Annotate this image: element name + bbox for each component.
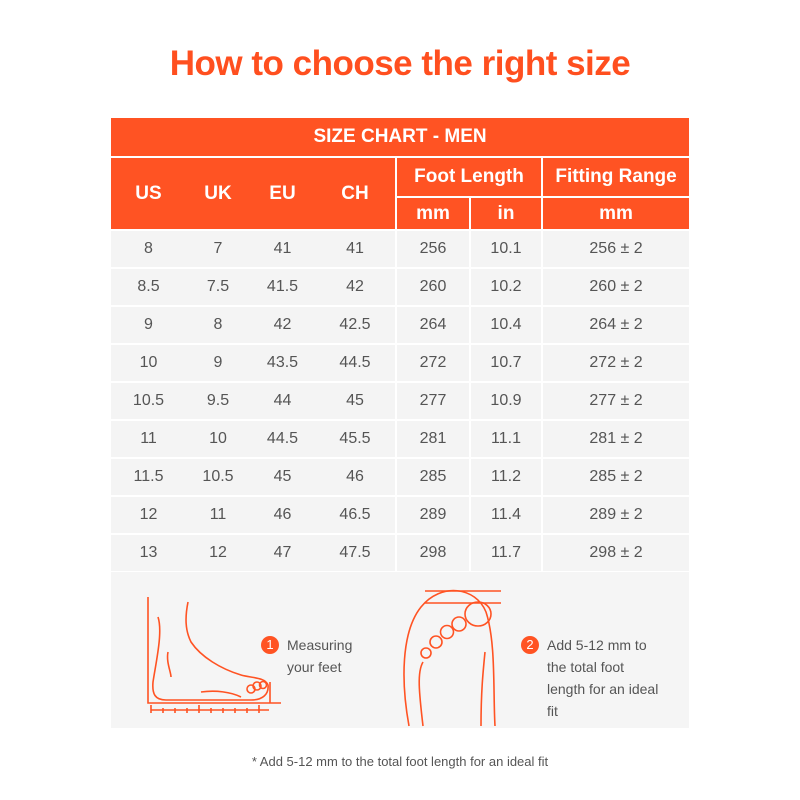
cell-uk: 9.5 — [186, 382, 250, 421]
cell-foot-mm: 260 — [395, 268, 470, 307]
cell-us: 11.5 — [111, 458, 186, 497]
header-eu: EU — [250, 156, 315, 231]
cell-eu: 46 — [250, 496, 315, 535]
foot-side-ruler-icon — [147, 597, 281, 713]
cell-foot-in: 11.1 — [469, 420, 542, 459]
cell-ch: 41 — [315, 230, 396, 269]
header-us: US — [111, 156, 186, 231]
table-row: 11 10 44.5 45.5 281 11.1 281 ± 2 — [111, 420, 690, 459]
cell-ch: 45.5 — [315, 420, 396, 459]
cell-fitting-range: 264 ± 2 — [540, 306, 690, 345]
cell-us: 10.5 — [111, 382, 186, 421]
table-row: 11.5 10.5 45 46 285 11.2 285 ± 2 — [111, 458, 690, 497]
table-caption: SIZE CHART - MEN — [111, 118, 690, 158]
cell-foot-mm: 256 — [395, 230, 470, 269]
cell-uk: 10.5 — [186, 458, 250, 497]
cell-us: 12 — [111, 496, 186, 535]
size-chart-table: SIZE CHART - MEN US UK EU CH Foot Length… — [111, 118, 690, 573]
table-row: 13 12 47 47.5 298 11.7 298 ± 2 — [111, 534, 690, 573]
header-ch: CH — [315, 156, 397, 231]
header-fit-mm: mm — [540, 196, 690, 231]
cell-ch: 46.5 — [315, 496, 396, 535]
cell-us: 11 — [111, 420, 186, 459]
cell-foot-in: 10.4 — [469, 306, 542, 345]
cell-fitting-range: 285 ± 2 — [540, 458, 690, 497]
cell-foot-mm: 285 — [395, 458, 470, 497]
cell-ch: 46 — [315, 458, 396, 497]
header-foot-in: in — [469, 196, 543, 231]
step-number-badge: 2 — [521, 636, 539, 654]
cell-fitting-range: 298 ± 2 — [540, 534, 690, 573]
foot-top-view-icon — [403, 589, 501, 727]
cell-fitting-range: 277 ± 2 — [540, 382, 690, 421]
cell-foot-mm: 264 — [395, 306, 470, 345]
cell-us: 13 — [111, 534, 186, 573]
cell-ch: 42.5 — [315, 306, 396, 345]
cell-us: 10 — [111, 344, 186, 383]
header-uk: UK — [186, 156, 250, 231]
cell-foot-mm: 298 — [395, 534, 470, 573]
cell-foot-mm: 277 — [395, 382, 470, 421]
header-fitting-range: Fitting Range — [540, 156, 690, 198]
step-1: 1 Measuring your feet — [261, 634, 371, 678]
footnote: * Add 5-12 mm to the total foot length f… — [251, 754, 549, 769]
cell-ch: 45 — [315, 382, 396, 421]
cell-fitting-range: 260 ± 2 — [540, 268, 690, 307]
step-text: Add 5-12 mm to the total foot length for… — [547, 637, 659, 719]
cell-eu: 41.5 — [250, 268, 315, 307]
cell-uk: 10 — [186, 420, 250, 459]
cell-foot-in: 11.2 — [469, 458, 542, 497]
table-row: 10.5 9.5 44 45 277 10.9 277 ± 2 — [111, 382, 690, 421]
step-text: Measuring your feet — [287, 637, 353, 675]
cell-fitting-range: 256 ± 2 — [540, 230, 690, 269]
page-title: How to choose the right size — [169, 44, 631, 83]
cell-uk: 12 — [186, 534, 250, 573]
cell-ch: 42 — [315, 268, 396, 307]
step-number-badge: 1 — [261, 636, 279, 654]
cell-eu: 44 — [250, 382, 315, 421]
table-row: 10 9 43.5 44.5 272 10.7 272 ± 2 — [111, 344, 690, 383]
cell-eu: 44.5 — [250, 420, 315, 459]
cell-eu: 42 — [250, 306, 315, 345]
table-row: 8 7 41 41 256 10.1 256 ± 2 — [111, 230, 690, 269]
header-foot-length: Foot Length — [395, 156, 543, 198]
cell-ch: 47.5 — [315, 534, 396, 573]
cell-foot-in: 11.7 — [469, 534, 542, 573]
cell-eu: 47 — [250, 534, 315, 573]
measuring-illustration-panel: 1 Measuring your feet 2 Add 5-12 mm to t… — [111, 572, 689, 728]
cell-fitting-range: 289 ± 2 — [540, 496, 690, 535]
cell-uk: 7 — [186, 230, 250, 269]
cell-uk: 8 — [186, 306, 250, 345]
cell-fitting-range: 281 ± 2 — [540, 420, 690, 459]
cell-foot-mm: 281 — [395, 420, 470, 459]
cell-us: 8 — [111, 230, 186, 269]
table-row: 8.5 7.5 41.5 42 260 10.2 260 ± 2 — [111, 268, 690, 307]
cell-uk: 7.5 — [186, 268, 250, 307]
cell-foot-in: 11.4 — [469, 496, 542, 535]
cell-ch: 44.5 — [315, 344, 396, 383]
table-row: 12 11 46 46.5 289 11.4 289 ± 2 — [111, 496, 690, 535]
cell-eu: 41 — [250, 230, 315, 269]
cell-foot-in: 10.2 — [469, 268, 542, 307]
cell-uk: 11 — [186, 496, 250, 535]
table-row: 9 8 42 42.5 264 10.4 264 ± 2 — [111, 306, 690, 345]
cell-foot-mm: 289 — [395, 496, 470, 535]
cell-foot-in: 10.9 — [469, 382, 542, 421]
cell-foot-in: 10.1 — [469, 230, 542, 269]
cell-us: 8.5 — [111, 268, 186, 307]
cell-us: 9 — [111, 306, 186, 345]
cell-fitting-range: 272 ± 2 — [540, 344, 690, 383]
cell-eu: 43.5 — [250, 344, 315, 383]
cell-foot-in: 10.7 — [469, 344, 542, 383]
header-foot-mm: mm — [395, 196, 471, 231]
cell-foot-mm: 272 — [395, 344, 470, 383]
cell-uk: 9 — [186, 344, 250, 383]
cell-eu: 45 — [250, 458, 315, 497]
step-2: 2 Add 5-12 mm to the total foot length f… — [521, 634, 661, 722]
